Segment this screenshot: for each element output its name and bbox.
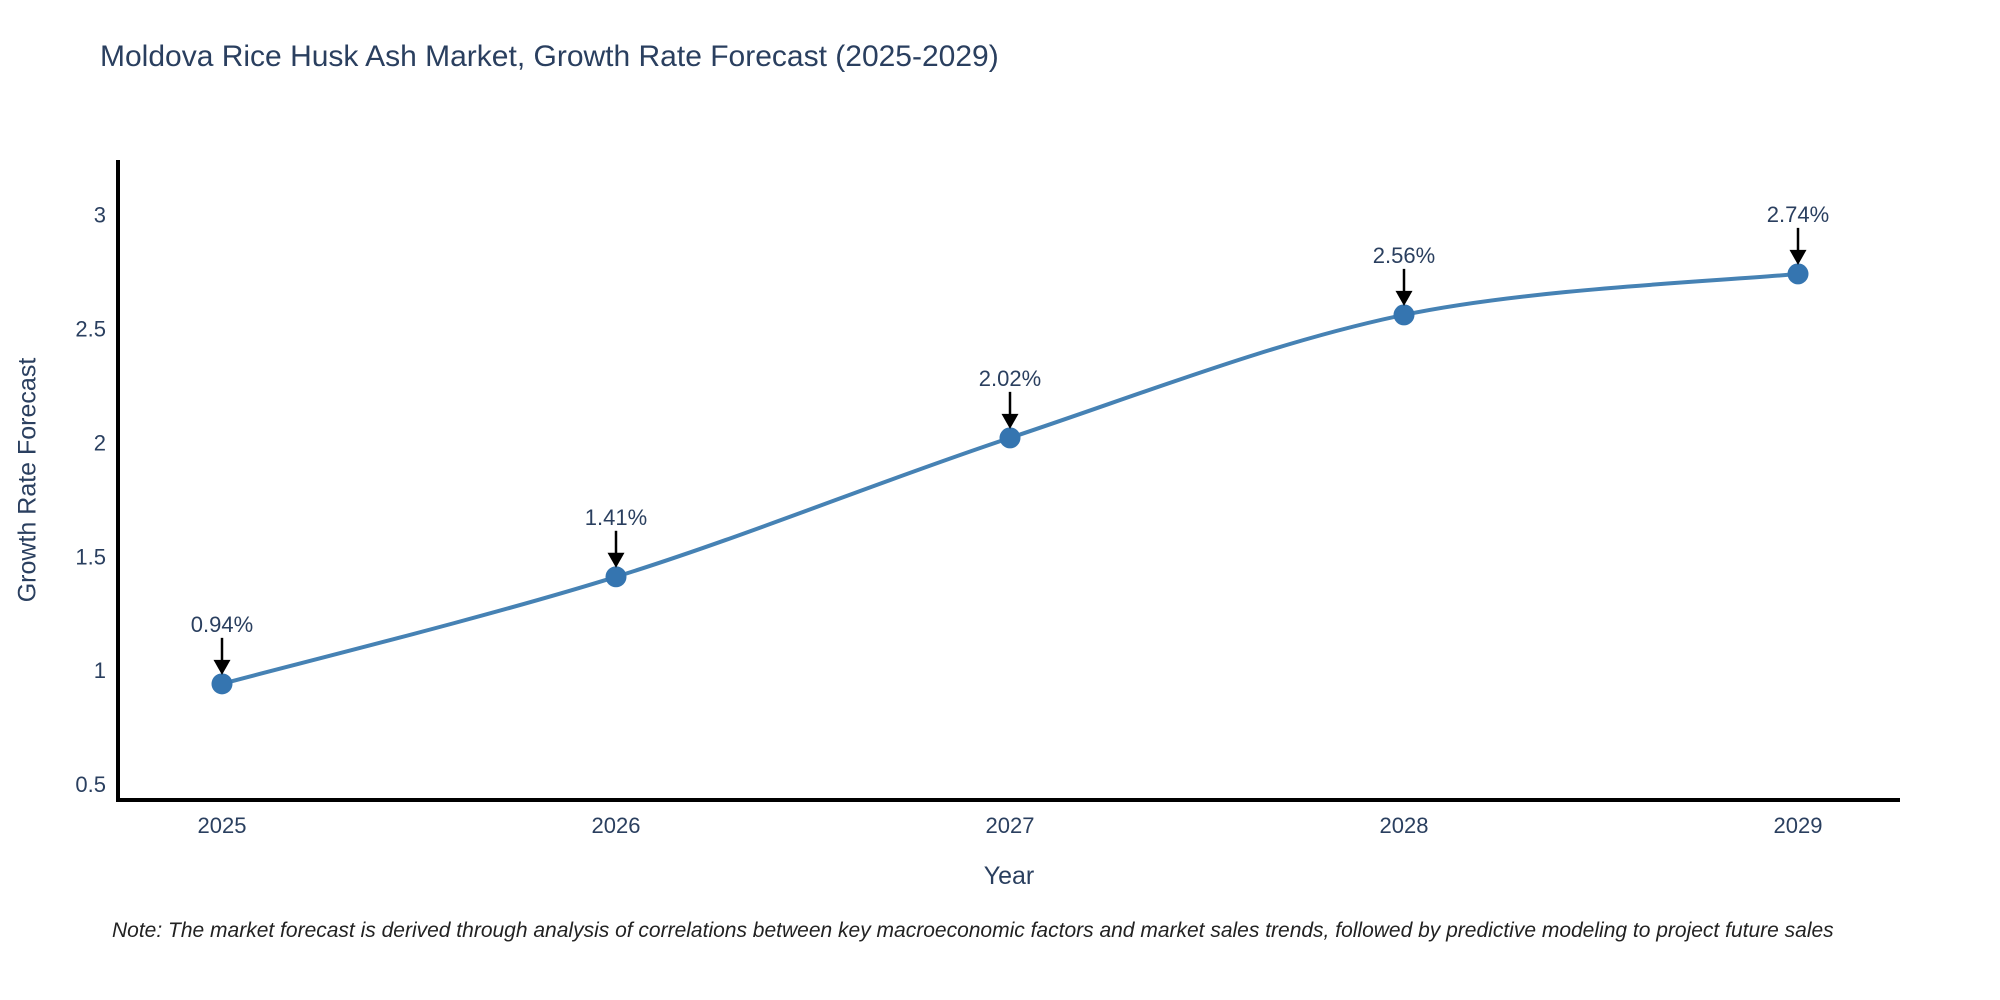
- y-axis-title: Growth Rate Forecast: [13, 357, 42, 603]
- data-point-label: 0.94%: [191, 612, 253, 637]
- annotation-arrowhead-icon: [213, 659, 231, 675]
- data-point-label: 1.41%: [585, 505, 647, 530]
- x-tick-label: 2029: [1774, 813, 1823, 838]
- x-tick-label: 2028: [1380, 813, 1429, 838]
- data-point-label: 2.56%: [1373, 243, 1435, 268]
- x-tick-label: 2026: [592, 813, 641, 838]
- x-axis-title: Year: [983, 862, 1035, 890]
- data-point-marker: [999, 427, 1021, 449]
- data-point-marker: [605, 566, 627, 588]
- y-tick-label: 2.5: [75, 317, 106, 342]
- y-tick-label: 1.5: [75, 544, 106, 569]
- x-tick-label: 2025: [198, 813, 247, 838]
- y-tick-label: 0.5: [75, 772, 106, 797]
- annotation-arrowhead-icon: [1001, 413, 1019, 429]
- data-point-label: 2.02%: [979, 366, 1041, 391]
- data-point-marker: [1787, 263, 1809, 285]
- annotation-arrowhead-icon: [607, 552, 625, 568]
- y-tick-label: 3: [94, 203, 106, 228]
- data-point-label: 2.74%: [1767, 202, 1829, 227]
- plot-area: 0.5 1 1.5 2 2.5 3 2025 2026 2027 2028 2029 0.94% 1.4…: [75, 160, 1900, 838]
- data-point-marker: [211, 673, 233, 695]
- annotation-arrowhead-icon: [1789, 249, 1807, 265]
- chart-title: Moldova Rice Husk Ash Market, Growth Rat…: [100, 40, 999, 73]
- x-tick-label: 2027: [986, 813, 1035, 838]
- annotation-arrowhead-icon: [1395, 290, 1413, 306]
- data-point-marker: [1393, 304, 1415, 326]
- y-tick-label: 2: [94, 430, 106, 455]
- footnote: Note: The market forecast is derived thr…: [112, 919, 1834, 942]
- series-line: [220, 271, 1800, 686]
- y-tick-label: 1: [94, 658, 106, 683]
